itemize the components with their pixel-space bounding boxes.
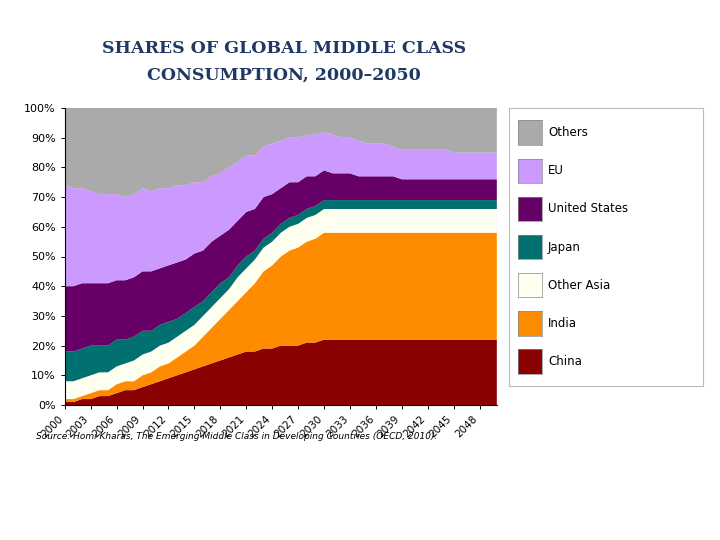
Text: China: China [548, 355, 582, 368]
Text: United States: United States [548, 202, 628, 215]
Text: Source: Homi Kharas, The Emerging Middle Class in Developing Countries (OECD, 20: Source: Homi Kharas, The Emerging Middle… [36, 432, 437, 441]
Text: 22: 22 [681, 518, 701, 532]
Text: EU: EU [548, 164, 564, 177]
Text: SHARES OF GLOBAL MIDDLE CLASS: SHARES OF GLOBAL MIDDLE CLASS [102, 40, 467, 57]
Text: CONSUMPTION, 2000–2050: CONSUMPTION, 2000–2050 [148, 67, 421, 84]
Text: India: India [548, 317, 577, 330]
Text: Others: Others [548, 126, 588, 139]
Text: Other Asia: Other Asia [548, 279, 610, 292]
Text: Japan: Japan [548, 240, 581, 254]
